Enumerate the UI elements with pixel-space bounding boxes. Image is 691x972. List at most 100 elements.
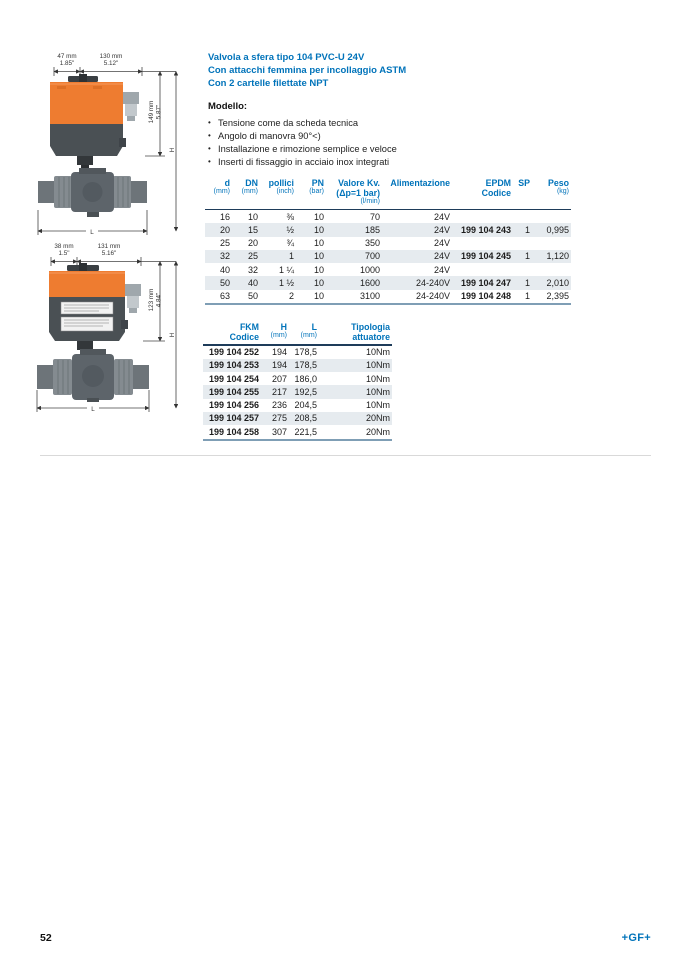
cell-dn: 15 — [232, 223, 260, 237]
bullet-text: Inserti di fissaggio in acciaio inox int… — [218, 157, 390, 167]
cell-h: 194 — [271, 347, 287, 357]
dim-label-484in: 4.84" — [156, 293, 163, 308]
bullet-icon: • — [208, 118, 211, 127]
dim-label-l1: L — [90, 229, 94, 236]
table-row: 63 50 2 10 3100 24-240V 199 104 248 1 2,395 — [205, 290, 571, 303]
cell-tipologia: 10Nm — [319, 385, 392, 399]
bullet-icon: • — [208, 131, 211, 140]
col-header-tipologia: Tipologia attuatore — [351, 322, 390, 342]
cell-alimentazione: 24V — [382, 249, 452, 264]
dimension-lines-right — [145, 71, 179, 232]
col-header-d: d (mm) — [213, 178, 230, 195]
table-row: 32 25 1 10 700 24V 199 104 245 1 1,120 — [205, 249, 571, 264]
table-row: 20 15 ½ 10 185 24V 199 104 243 1 0,995 — [205, 223, 571, 237]
table-row: 199 104 256 236 204,5 10Nm — [203, 399, 392, 412]
cell-alimentazione: 24V — [382, 223, 452, 237]
cell-codice: 199 104 255 — [203, 385, 261, 399]
dim-label-130mm: 130 mm — [100, 53, 123, 60]
cell-alimentazione: 24-240V — [382, 276, 452, 290]
cell-d: 25 — [219, 238, 230, 249]
cell-pn: 10 — [296, 276, 326, 290]
cell-alimentazione: 24V — [433, 238, 450, 249]
cell-pn: 10 — [296, 249, 326, 264]
cell-kv: 1000 — [359, 264, 380, 275]
dimension-lines-top — [50, 257, 176, 266]
table-row: 199 104 258 307 221,5 20Nm — [203, 425, 392, 438]
dim-label-149mm: 149 mm — [148, 101, 155, 124]
bullet-text: Angolo di manovra 90°<) — [218, 131, 321, 141]
cell-d: 16 — [219, 211, 230, 222]
cell-dn: 25 — [232, 249, 260, 264]
cell-kv: 1600 — [326, 276, 382, 290]
technical-drawing-valve-actuator-1: 47 mm 1.85" 130 mm 5.12" — [37, 53, 179, 236]
cell-peso — [532, 210, 571, 223]
table-row: 50 40 1 ½ 10 1600 24-240V 199 104 247 1 2,010 — [205, 276, 571, 290]
table-row: 199 104 254 207 186,0 10Nm — [203, 372, 392, 385]
cell-pn: 10 — [296, 223, 326, 237]
col-header-alimentazione: Alimentazione — [390, 178, 450, 188]
model-bullet: • Installazione e rimozione semplice e ve… — [208, 143, 397, 156]
dim-label-h2: H — [169, 332, 176, 337]
page-number: 52 — [40, 932, 52, 944]
col-header-dn: DN (mm) — [241, 178, 258, 195]
cell-l: 192,5 — [289, 385, 319, 399]
model-bullet-list: • Tensione come da scheda tecnica • Angolo… — [208, 117, 397, 169]
cell-peso: 2,010 — [532, 276, 571, 290]
cell-h: 194 — [261, 358, 289, 373]
dim-label-15in: 1.5" — [59, 250, 70, 257]
cell-codice: 199 104 245 — [452, 249, 513, 264]
electric-actuator — [49, 263, 141, 341]
dimension-lines-right — [143, 261, 179, 409]
col-header-h: H (mm) — [270, 322, 287, 339]
dimension-line-bottom-l — [37, 210, 148, 235]
cell-peso: 0,995 — [532, 223, 571, 237]
cell-tipologia: 10Nm — [365, 400, 390, 411]
table-row: 199 104 257 275 208,5 20Nm — [203, 411, 392, 426]
cell-sp — [513, 237, 532, 250]
dim-label-38mm: 38 mm — [54, 243, 73, 250]
gf-logo: +GF+ — [621, 932, 651, 944]
section-divider — [40, 455, 651, 456]
model-bullet: • Inserti di fissaggio in acciaio inox in… — [208, 156, 397, 169]
cell-d: 40 — [219, 264, 230, 275]
cell-codice: 199 104 257 — [203, 411, 261, 426]
cell-pollici: 1 ¼ — [278, 264, 294, 275]
cell-tipologia: 20Nm — [319, 411, 392, 426]
cell-l: 221,5 — [294, 426, 317, 437]
cell-l: 178,5 — [294, 347, 317, 357]
dim-label-512in: 5.12" — [104, 60, 119, 67]
table-row: 16 10 ⅜ 10 70 24V — [205, 210, 571, 223]
cell-sp: 1 — [513, 223, 532, 237]
dim-label-185in: 1.85" — [60, 60, 75, 67]
cell-sp: 1 — [513, 276, 532, 290]
title-line-3: Con 2 cartelle filettate NPT — [208, 78, 329, 89]
cell-tipologia: 10Nm — [319, 358, 392, 373]
cell-alimentazione: 24V — [433, 264, 450, 275]
cell-kv: 350 — [364, 238, 380, 249]
table-row: 199 104 253 194 178,5 10Nm — [203, 358, 392, 373]
cell-peso: 2,395 — [546, 291, 569, 302]
bullet-text: Installazione e rimozione semplice e vel… — [218, 144, 397, 154]
cell-alimentazione: 24V — [433, 211, 450, 222]
cell-d: 63 — [219, 291, 230, 302]
cell-kv: 3100 — [359, 291, 380, 302]
bullet-text: Tensione come da scheda tecnica — [218, 118, 359, 128]
cell-dn: 32 — [247, 264, 258, 275]
title-line-1: Valvola a sfera tipo 104 PVC-U 24V — [208, 52, 365, 63]
technical-drawing-valve-actuator-2: 38 mm 1.5" 131 mm 5.16" — [36, 243, 179, 413]
cell-dn: 50 — [247, 291, 258, 302]
cell-pollici: 1 — [260, 249, 296, 264]
table-row: 199 104 255 217 192,5 10Nm — [203, 385, 392, 399]
table-row: 40 32 1 ¼ 10 1000 24V — [205, 263, 571, 276]
bullet-icon: • — [208, 157, 211, 166]
cell-sp: 1 — [524, 291, 530, 302]
cell-sp — [513, 263, 532, 276]
col-header-fkm-codice: FKM Codice — [229, 322, 259, 342]
cell-peso — [532, 237, 571, 250]
cell-l: 204,5 — [294, 400, 317, 411]
cell-pollici: 1 ½ — [260, 276, 296, 290]
cell-h: 207 — [271, 373, 287, 384]
cell-sp — [513, 210, 532, 223]
model-bullet: • Angolo di manovra 90°<) — [208, 130, 397, 143]
cell-pollici: ⅜ — [286, 211, 294, 222]
